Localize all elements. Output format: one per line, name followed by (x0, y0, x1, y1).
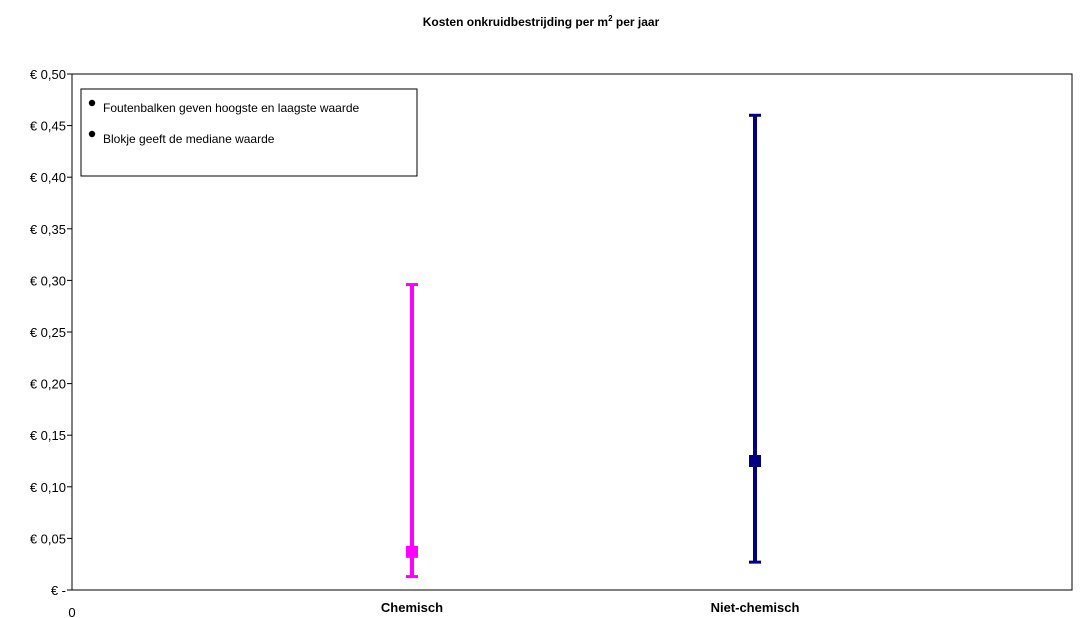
legend-bullet-icon (88, 130, 96, 138)
legend-box (80, 88, 418, 177)
x-axis: 0 Chemisch Niet-chemisch (68, 600, 799, 618)
y-axis: € 0,50 € 0,45 € 0,40 € 0,35 € 0,30 € 0,25 € 0,… (30, 67, 72, 598)
x-origin-label: 0 (68, 605, 75, 618)
y-tick-label: € 0,15 (30, 428, 66, 443)
y-tick-label: € 0,45 (30, 119, 66, 134)
y-tick-label: € 0,05 (30, 531, 66, 546)
median-marker (406, 545, 418, 558)
chart-title: Kosten onkruidbestrijding per m2 per jaa… (423, 14, 660, 29)
y-tick-label: € 0,40 (30, 170, 66, 185)
y-tick-label: € 0,10 (30, 480, 66, 495)
legend: Foutenbalken geven hoogste en laagste wa… (80, 88, 418, 177)
y-tick-label: € 0,50 (30, 67, 66, 82)
y-tick-label: € 0,35 (30, 222, 66, 237)
y-tick-label: € 0,20 (30, 377, 66, 392)
x-category-label: Niet-chemisch (711, 600, 800, 615)
y-tick-label: € 0,30 (30, 273, 66, 288)
legend-bullet-icon (88, 99, 96, 107)
legend-item-errorbars: Foutenbalken geven hoogste en laagste wa… (103, 101, 360, 115)
y-tick-label: € - (51, 583, 66, 598)
legend-item-median: Blokje geeft de mediane waarde (103, 132, 275, 146)
x-category-label: Chemisch (381, 600, 443, 615)
median-marker (749, 455, 761, 467)
y-tick-label: € 0,25 (30, 325, 66, 340)
range-marks (406, 113, 761, 579)
